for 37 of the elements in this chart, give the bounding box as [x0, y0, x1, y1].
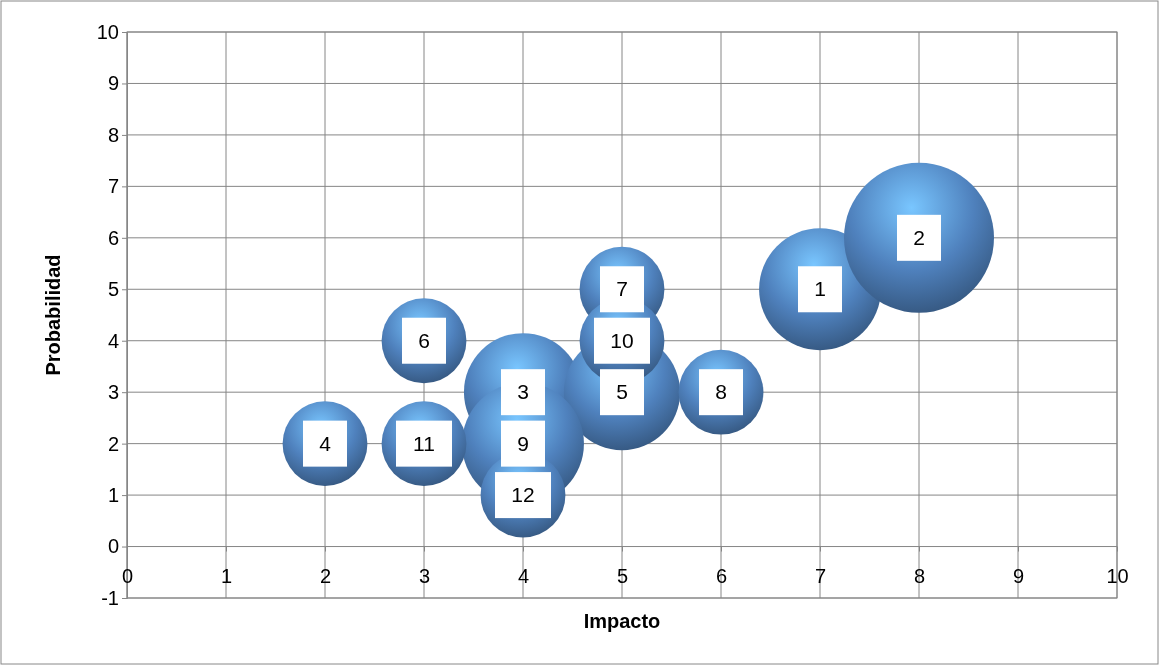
x-tick-label: 2 [319, 564, 332, 587]
annotation: 5 [616, 380, 628, 404]
x-tick-label: 0 [121, 564, 134, 587]
annotation: 7 [616, 277, 628, 301]
y-tick-label: 4 [107, 329, 119, 352]
x-tick-label: 5 [616, 564, 629, 587]
x-tick-label: 7 [814, 564, 827, 587]
x-tick-label: 9 [1012, 564, 1025, 587]
annotation: 6 [418, 328, 430, 352]
y-tick-label: 6 [107, 226, 119, 249]
y-tick-label: 8 [107, 123, 119, 146]
annotation: 12 [511, 483, 535, 507]
x-tick-label: 6 [715, 564, 728, 587]
x-tick-label: 3 [418, 564, 431, 587]
y-tick-label: 2 [107, 432, 119, 455]
annotation: 9 [517, 431, 529, 455]
y-tick-label: 0 [107, 535, 119, 558]
annotation: 10 [610, 328, 634, 352]
annotation: 1 [814, 277, 826, 301]
annotation: 2 [913, 225, 925, 249]
y-tick-label: -1 [101, 586, 119, 609]
x-tick-label: 8 [913, 564, 926, 587]
y-axis-title: Probabilidad [42, 254, 64, 376]
annotation: 4 [319, 431, 332, 455]
x-tick-label: 4 [517, 564, 530, 587]
y-tick-label: 7 [107, 175, 119, 198]
y-tick-label: 5 [107, 278, 119, 301]
y-tick-label: 1 [107, 483, 119, 506]
y-tick-label: 3 [107, 381, 119, 404]
x-axis-title: Impacto [583, 610, 661, 632]
annotation: 8 [715, 380, 727, 404]
x-tick-label: 10 [1106, 564, 1129, 587]
x-tick-label: 1 [220, 564, 233, 587]
annotation: 3 [517, 380, 529, 404]
y-tick-label: 10 [96, 20, 119, 43]
y-tick-label: 9 [107, 72, 119, 95]
annotation: 11 [413, 431, 435, 455]
